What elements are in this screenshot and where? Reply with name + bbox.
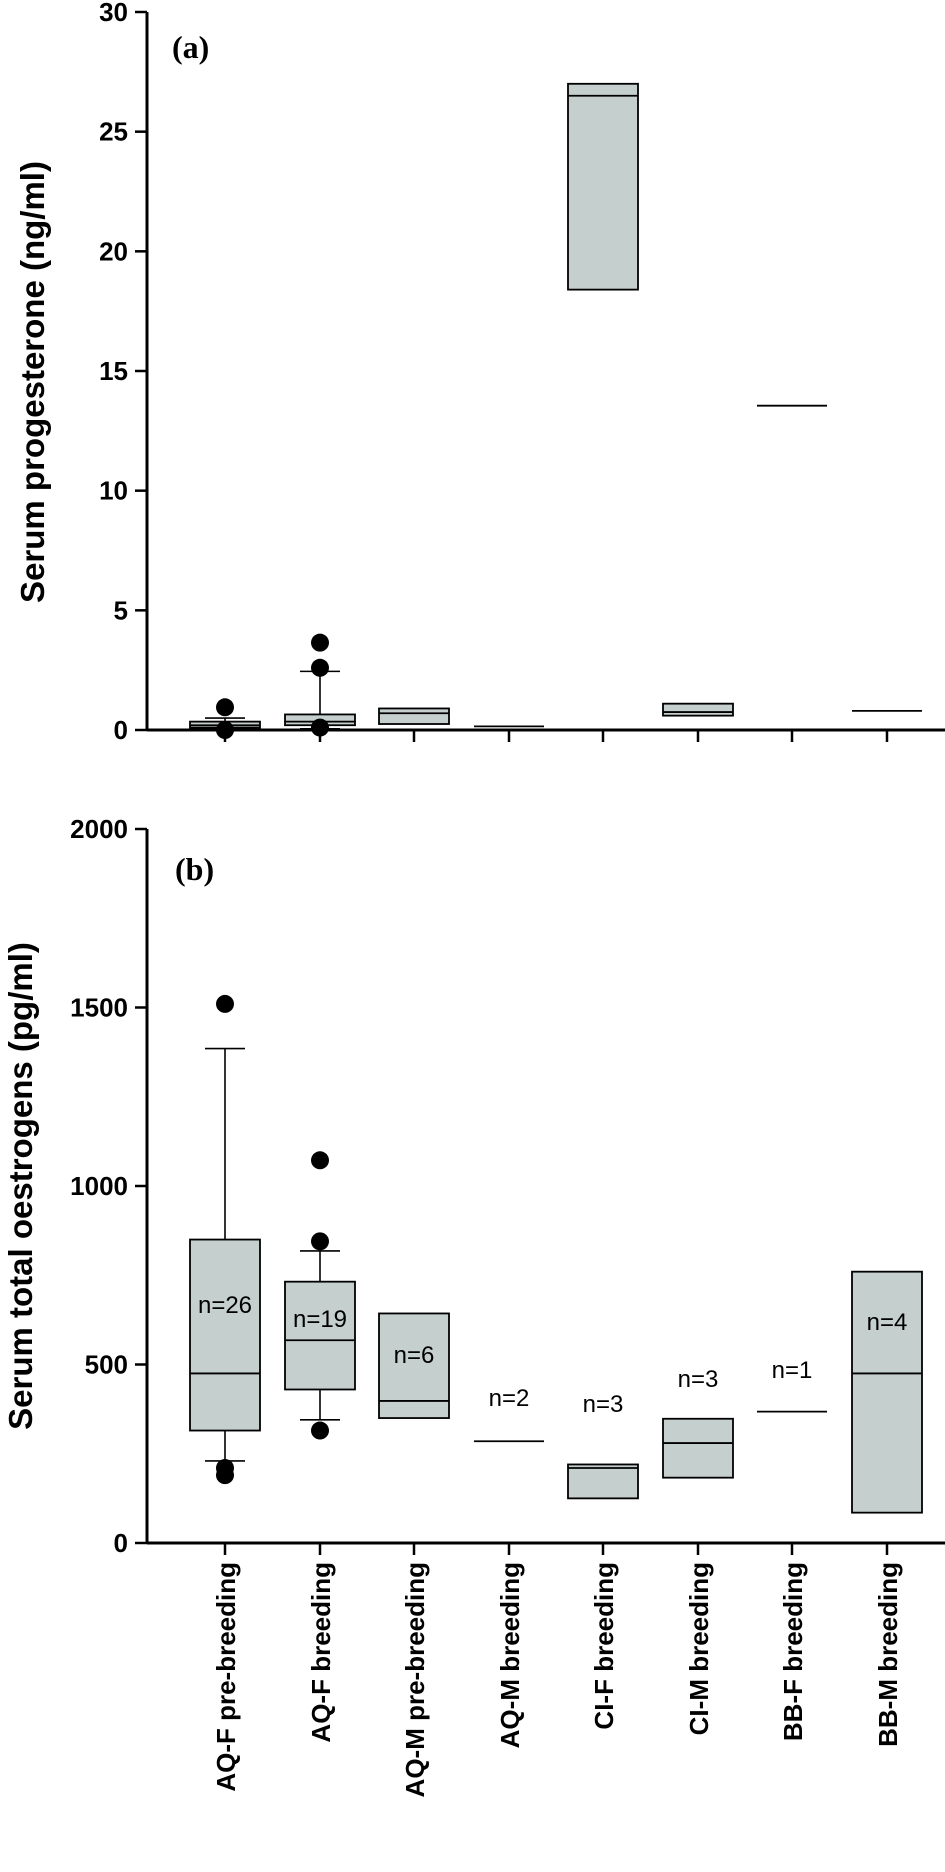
category-label-4: AQ-M breeding (495, 1562, 525, 1748)
category-label-8: BB-M breeding (873, 1562, 903, 1747)
box-b-6 (662, 1417, 734, 1479)
box-b-2 (284, 1151, 356, 1440)
box-a-3 (378, 707, 450, 725)
y-tick-label-a: 0 (114, 715, 128, 745)
n-label-1: n=26 (198, 1292, 252, 1319)
n-label-8: n=4 (867, 1309, 908, 1336)
panel-label-a: (a) (172, 29, 209, 65)
panel-label-b: (b) (175, 851, 214, 887)
category-label-1: AQ-F pre-breeding (211, 1562, 241, 1792)
y-axis-title-a: Serum progesterone (ng/ml) (14, 161, 51, 603)
box-b-8 (851, 1270, 923, 1514)
iqr-box (378, 707, 450, 725)
box-b-1 (189, 994, 261, 1485)
y-tick-label-b: 500 (85, 1350, 128, 1380)
outlier-point (311, 1151, 329, 1170)
progesterone-panel: (a) Serum progesterone (ng/ml) 0 5 10 15 20 2… (14, 0, 945, 745)
y-tick-label-a: 15 (99, 356, 128, 386)
outlier-point (311, 718, 329, 737)
n-label-4: n=2 (489, 1385, 530, 1412)
category-label-7: BB-F breeding (778, 1562, 808, 1741)
y-tick-label-a: 20 (99, 236, 128, 266)
y-tick-label-b: 1500 (70, 993, 128, 1023)
iqr-box (567, 82, 639, 291)
y-axis-title-b: Serum total oestrogens (pg/ml) (2, 942, 39, 1430)
iqr-box (662, 702, 734, 717)
y-tick-label-a: 5 (114, 595, 128, 625)
iqr-box (189, 1238, 261, 1432)
n-label-5: n=3 (583, 1391, 624, 1418)
category-label-5: CI-F breeding (589, 1562, 619, 1730)
box-a-5 (567, 82, 639, 291)
outlier-point (311, 658, 329, 677)
y-tick-label-a: 25 (99, 117, 128, 147)
n-label-3: n=6 (394, 1342, 435, 1369)
n-label-7: n=1 (772, 1357, 813, 1384)
category-label-3: AQ-M pre-breeding (400, 1562, 430, 1797)
n-label-2: n=19 (293, 1306, 347, 1333)
oestrogens-panel: (b) Serum total oestrogens (pg/ml) 0 500 1… (2, 814, 945, 1558)
iqr-box (851, 1270, 923, 1514)
box-a-6 (662, 702, 734, 717)
outlier-point (216, 721, 234, 739)
outlier-point (216, 994, 234, 1013)
box-b-3 (378, 1312, 450, 1419)
y-tick-label-b: 2000 (70, 814, 128, 844)
y-tick-label-a: 30 (99, 0, 128, 27)
y-tick-label-b: 1000 (70, 1171, 128, 1201)
outlier-point (311, 633, 329, 652)
outlier-point (311, 1421, 329, 1440)
iqr-box (284, 1280, 356, 1391)
box-a-1 (189, 698, 261, 739)
iqr-box (662, 1417, 734, 1479)
category-label-2: AQ-F breeding (306, 1562, 336, 1743)
outlier-point (216, 1466, 234, 1485)
iqr-box (567, 1463, 639, 1500)
y-tick-label-b: 0 (114, 1528, 128, 1558)
category-label-6: CI-M breeding (684, 1562, 714, 1735)
n-label-6: n=3 (678, 1366, 719, 1393)
outlier-point (311, 1232, 329, 1251)
outlier-point (216, 698, 234, 717)
box-a-2 (284, 633, 356, 737)
y-tick-label-a: 10 (99, 476, 128, 506)
box-b-5 (567, 1463, 639, 1500)
